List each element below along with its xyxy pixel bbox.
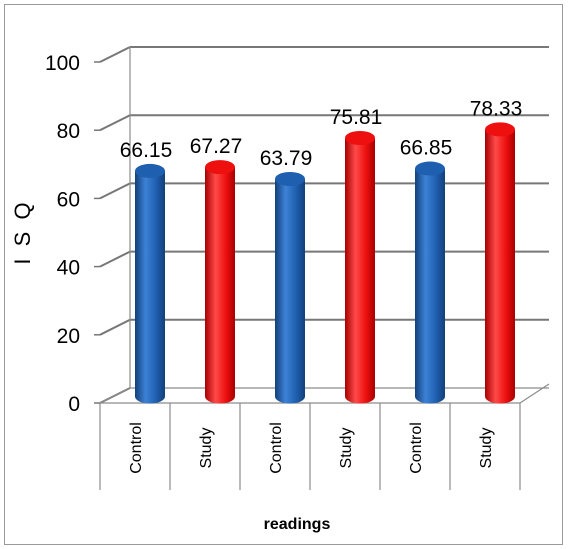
bar-body: [275, 178, 305, 397]
floor-right-edge: [519, 383, 550, 404]
category-label: Study: [478, 428, 495, 469]
gridline-diagonal: [99, 318, 131, 336]
bar-base: [275, 389, 305, 404]
category-label: Study: [198, 428, 215, 469]
category-labels: Control Study Control Study Control Study: [128, 422, 495, 474]
gridlines: [94, 46, 549, 404]
gridline-diagonal: [99, 46, 131, 63]
data-label: 63.79: [260, 147, 313, 170]
bar-body: [345, 137, 375, 397]
bar-top: [135, 163, 165, 178]
bar: [415, 161, 445, 404]
bar-top: [485, 122, 515, 137]
category-label: Control: [128, 422, 145, 474]
y-tick-label: 80: [57, 120, 80, 143]
category-label: Study: [338, 428, 355, 469]
bar-body: [205, 167, 235, 397]
y-tick-labels: 0 20 40 60 80 100: [45, 52, 80, 416]
data-label: 78.33: [470, 97, 523, 120]
gridline-diagonal: [99, 250, 131, 268]
y-tick-label: 0: [68, 393, 80, 416]
bar-base: [205, 389, 235, 404]
bar: [275, 171, 305, 404]
bar: [205, 160, 235, 404]
data-label: 66.15: [120, 139, 173, 162]
y-tick-label: 60: [57, 188, 80, 211]
bar: [485, 122, 515, 404]
bar-base: [345, 389, 375, 404]
data-label: 66.85: [400, 137, 453, 160]
bar-base: [485, 389, 515, 404]
bar: [135, 163, 165, 404]
bar-top: [415, 161, 445, 176]
bar-top: [275, 171, 305, 186]
y-axis-label: I S Q: [10, 199, 35, 264]
data-label: 67.27: [190, 135, 243, 158]
y-tick-label: 40: [57, 257, 80, 280]
category-label: Control: [268, 422, 285, 474]
x-axis-label: readings: [264, 516, 331, 533]
bar-top: [205, 160, 235, 175]
bar-base: [415, 389, 445, 404]
gridline-diagonal: [99, 182, 131, 200]
category-label: Control: [408, 422, 425, 474]
bar-top: [345, 130, 375, 145]
chart-walls: [99, 47, 550, 490]
y-tick-label: 20: [57, 325, 80, 348]
bars: [135, 122, 515, 404]
bar-body: [415, 168, 445, 397]
data-label: 75.81: [330, 106, 383, 129]
data-labels: 66.15 67.27 63.79 75.81 66.85 78.33: [120, 97, 523, 170]
bar-body: [135, 170, 165, 397]
gridline-diagonal: [99, 114, 131, 132]
bar-base: [135, 389, 165, 404]
floor-left-edge: [99, 387, 131, 404]
bar-body: [485, 129, 515, 397]
y-tick-label: 100: [45, 52, 80, 75]
bar: [345, 130, 375, 404]
